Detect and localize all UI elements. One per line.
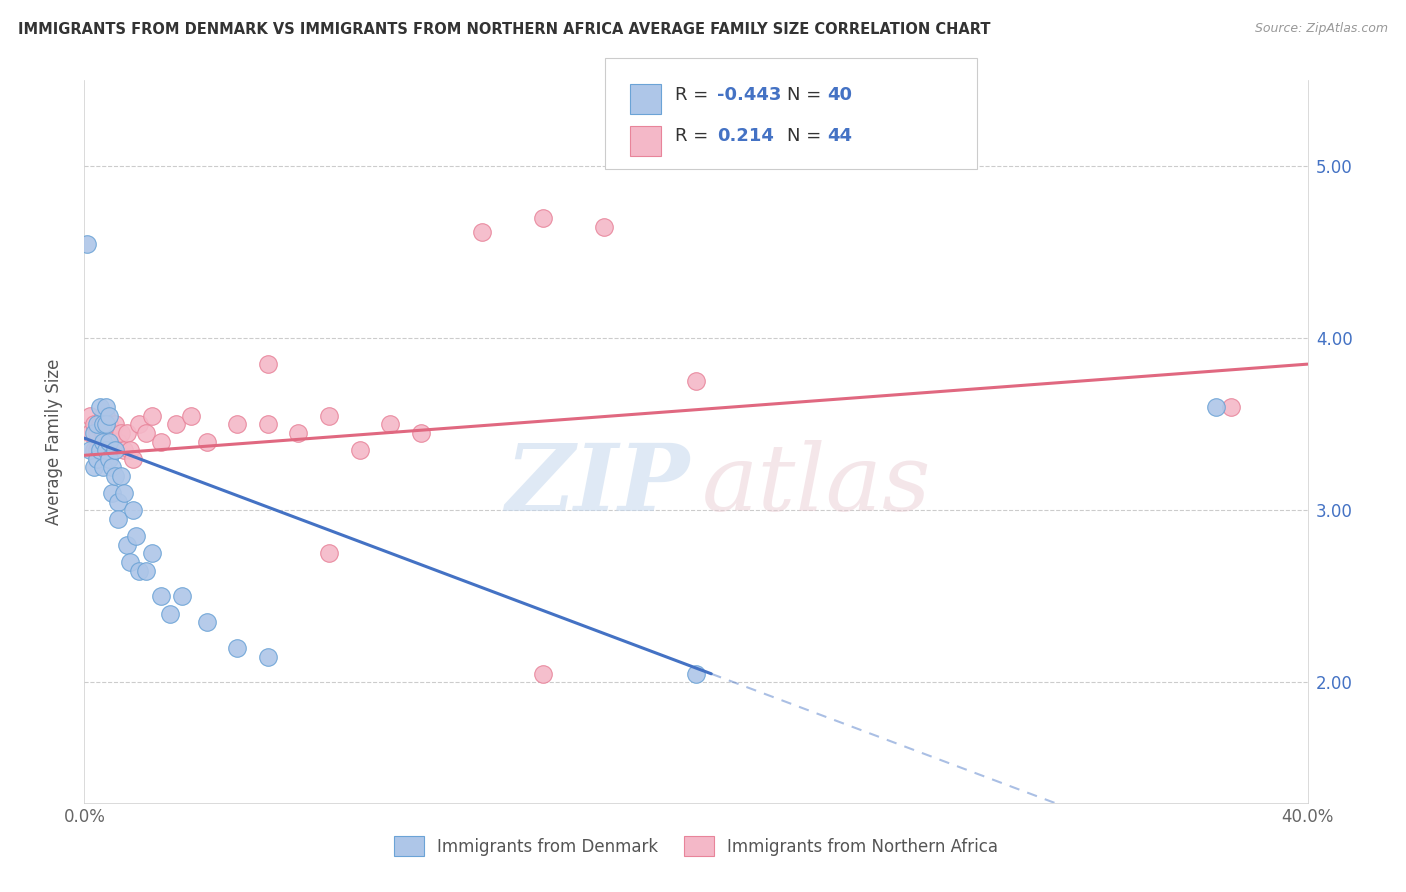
Point xyxy=(159,607,181,621)
Point xyxy=(318,409,340,423)
Point xyxy=(180,409,202,423)
Point xyxy=(112,443,135,458)
Point xyxy=(83,443,105,458)
Point xyxy=(94,443,117,458)
Point xyxy=(122,503,145,517)
Point xyxy=(120,443,142,458)
Point xyxy=(125,529,148,543)
Text: IMMIGRANTS FROM DENMARK VS IMMIGRANTS FROM NORTHERN AFRICA AVERAGE FAMILY SIZE C: IMMIGRANTS FROM DENMARK VS IMMIGRANTS FR… xyxy=(18,22,991,37)
Point xyxy=(79,443,101,458)
Point xyxy=(318,546,340,560)
Point xyxy=(471,225,494,239)
Point xyxy=(128,417,150,432)
Point xyxy=(349,443,371,458)
Point xyxy=(112,486,135,500)
Text: ZIP: ZIP xyxy=(506,440,690,530)
Point xyxy=(97,434,120,449)
Point xyxy=(101,486,124,500)
Text: Source: ZipAtlas.com: Source: ZipAtlas.com xyxy=(1254,22,1388,36)
Text: R =: R = xyxy=(675,128,720,145)
Point xyxy=(226,640,249,655)
Point xyxy=(89,443,111,458)
Text: N =: N = xyxy=(787,128,827,145)
Point xyxy=(79,409,101,423)
Point xyxy=(380,417,402,432)
Point xyxy=(287,425,309,440)
Text: R =: R = xyxy=(675,86,714,103)
Point xyxy=(141,409,163,423)
Point xyxy=(141,546,163,560)
Point xyxy=(89,400,111,414)
Point xyxy=(91,425,114,440)
Point xyxy=(685,375,707,389)
Point xyxy=(135,425,157,440)
Point xyxy=(1205,400,1227,414)
Point xyxy=(107,512,129,526)
Point xyxy=(97,417,120,432)
Point xyxy=(91,409,114,423)
Text: atlas: atlas xyxy=(702,440,932,530)
Point xyxy=(86,451,108,466)
Point xyxy=(115,425,138,440)
Point xyxy=(135,564,157,578)
Point xyxy=(76,236,98,251)
Point xyxy=(226,417,249,432)
Text: 44: 44 xyxy=(827,128,852,145)
Point xyxy=(409,425,432,440)
Point xyxy=(257,417,280,432)
Point xyxy=(89,443,111,458)
Point xyxy=(110,425,132,440)
Point xyxy=(685,666,707,681)
Text: 0.214: 0.214 xyxy=(717,128,773,145)
Point xyxy=(86,417,108,432)
Point xyxy=(104,417,127,432)
Point xyxy=(91,434,114,449)
Point xyxy=(122,451,145,466)
Point xyxy=(86,425,108,440)
Point xyxy=(94,417,117,432)
Point xyxy=(195,615,218,630)
Point xyxy=(97,451,120,466)
Point xyxy=(94,409,117,423)
Point xyxy=(101,425,124,440)
Point xyxy=(593,219,616,234)
Point xyxy=(91,417,114,432)
Point xyxy=(79,425,101,440)
Point xyxy=(149,434,172,449)
Text: 40: 40 xyxy=(827,86,852,103)
Point xyxy=(128,564,150,578)
Point xyxy=(91,460,114,475)
Text: N =: N = xyxy=(787,86,827,103)
Point xyxy=(172,590,194,604)
Point xyxy=(86,443,108,458)
Point xyxy=(107,495,129,509)
Point xyxy=(120,555,142,569)
Point xyxy=(83,460,105,475)
Point xyxy=(104,469,127,483)
Point xyxy=(94,400,117,414)
Point xyxy=(104,443,127,458)
Point xyxy=(83,417,105,432)
Point xyxy=(165,417,187,432)
Point xyxy=(94,434,117,449)
Point xyxy=(149,590,172,604)
Point xyxy=(101,460,124,475)
Point xyxy=(97,409,120,423)
Point xyxy=(195,434,218,449)
Point xyxy=(97,434,120,449)
Point xyxy=(257,649,280,664)
Text: -0.443: -0.443 xyxy=(717,86,782,103)
Point xyxy=(531,666,554,681)
Point xyxy=(257,357,280,371)
Point xyxy=(531,211,554,225)
Y-axis label: Average Family Size: Average Family Size xyxy=(45,359,63,524)
Point xyxy=(110,469,132,483)
Point xyxy=(83,425,105,440)
Point xyxy=(107,434,129,449)
Point xyxy=(89,417,111,432)
Point xyxy=(115,538,138,552)
Legend: Immigrants from Denmark, Immigrants from Northern Africa: Immigrants from Denmark, Immigrants from… xyxy=(388,830,1004,863)
Point xyxy=(1220,400,1243,414)
